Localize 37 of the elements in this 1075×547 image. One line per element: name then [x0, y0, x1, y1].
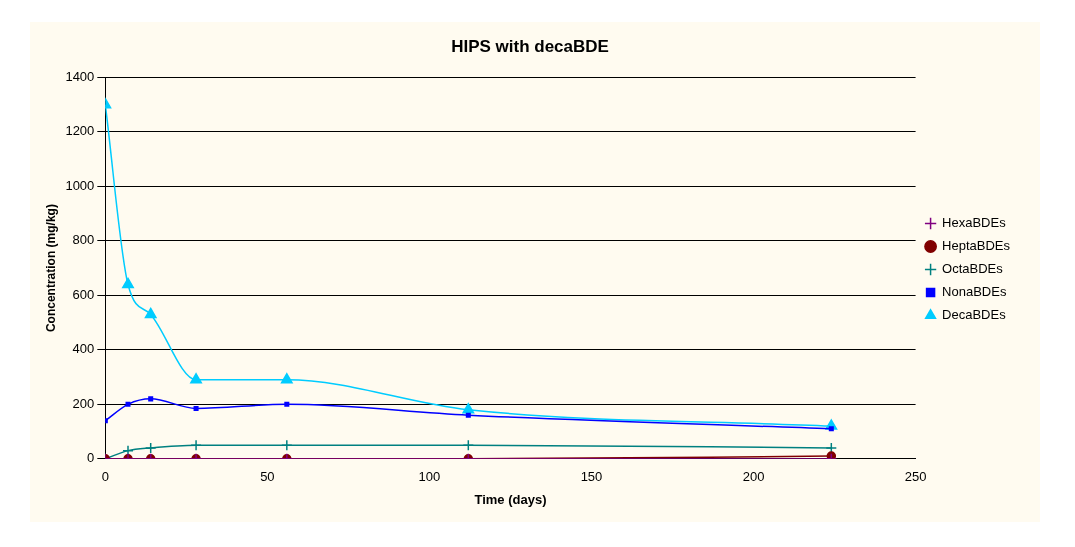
- point: [465, 412, 471, 418]
- legend-label: OctaBDEs: [942, 261, 1004, 277]
- y-tick-label: 200: [72, 395, 95, 411]
- y-tick-label: 1400: [65, 68, 95, 84]
- point: [280, 373, 293, 384]
- chart-title: HIPS with decaBDE: [451, 36, 609, 56]
- legend-label: HeptaBDEs: [942, 238, 1011, 254]
- point: [284, 401, 290, 407]
- y-tick-label: 600: [72, 286, 95, 302]
- y-tick-label: 1000: [65, 177, 95, 193]
- point: [193, 405, 199, 411]
- y-tick-label: 800: [72, 232, 95, 248]
- point: [125, 401, 131, 407]
- x-tick-label: 150: [580, 469, 603, 485]
- point: [144, 442, 157, 454]
- legend-label: DecaBDEs: [942, 307, 1007, 323]
- x-tick-label: 250: [904, 469, 927, 485]
- y-tick-label: 1200: [65, 123, 95, 139]
- point: [144, 307, 157, 319]
- x-tick-label: 200: [742, 469, 765, 485]
- legend-label: HexaBDEs: [942, 215, 1007, 231]
- point: [828, 426, 834, 432]
- x-tick-label: 0: [101, 469, 109, 485]
- x-axis-title: Time (days): [474, 491, 547, 507]
- x-tick-label: 100: [418, 469, 441, 485]
- point: [190, 373, 203, 384]
- point: [148, 396, 154, 402]
- y-axis-title: Concentration (mg/kg): [43, 204, 58, 333]
- y-tick-label: 400: [72, 341, 95, 357]
- y-tick-label: 0: [87, 450, 95, 466]
- point: [122, 277, 134, 289]
- point: [462, 403, 475, 414]
- point: [462, 439, 475, 451]
- point: [190, 439, 202, 451]
- point: [281, 439, 293, 451]
- legend-label: NonaBDEs: [942, 284, 1007, 300]
- x-tick-label: 50: [260, 469, 275, 485]
